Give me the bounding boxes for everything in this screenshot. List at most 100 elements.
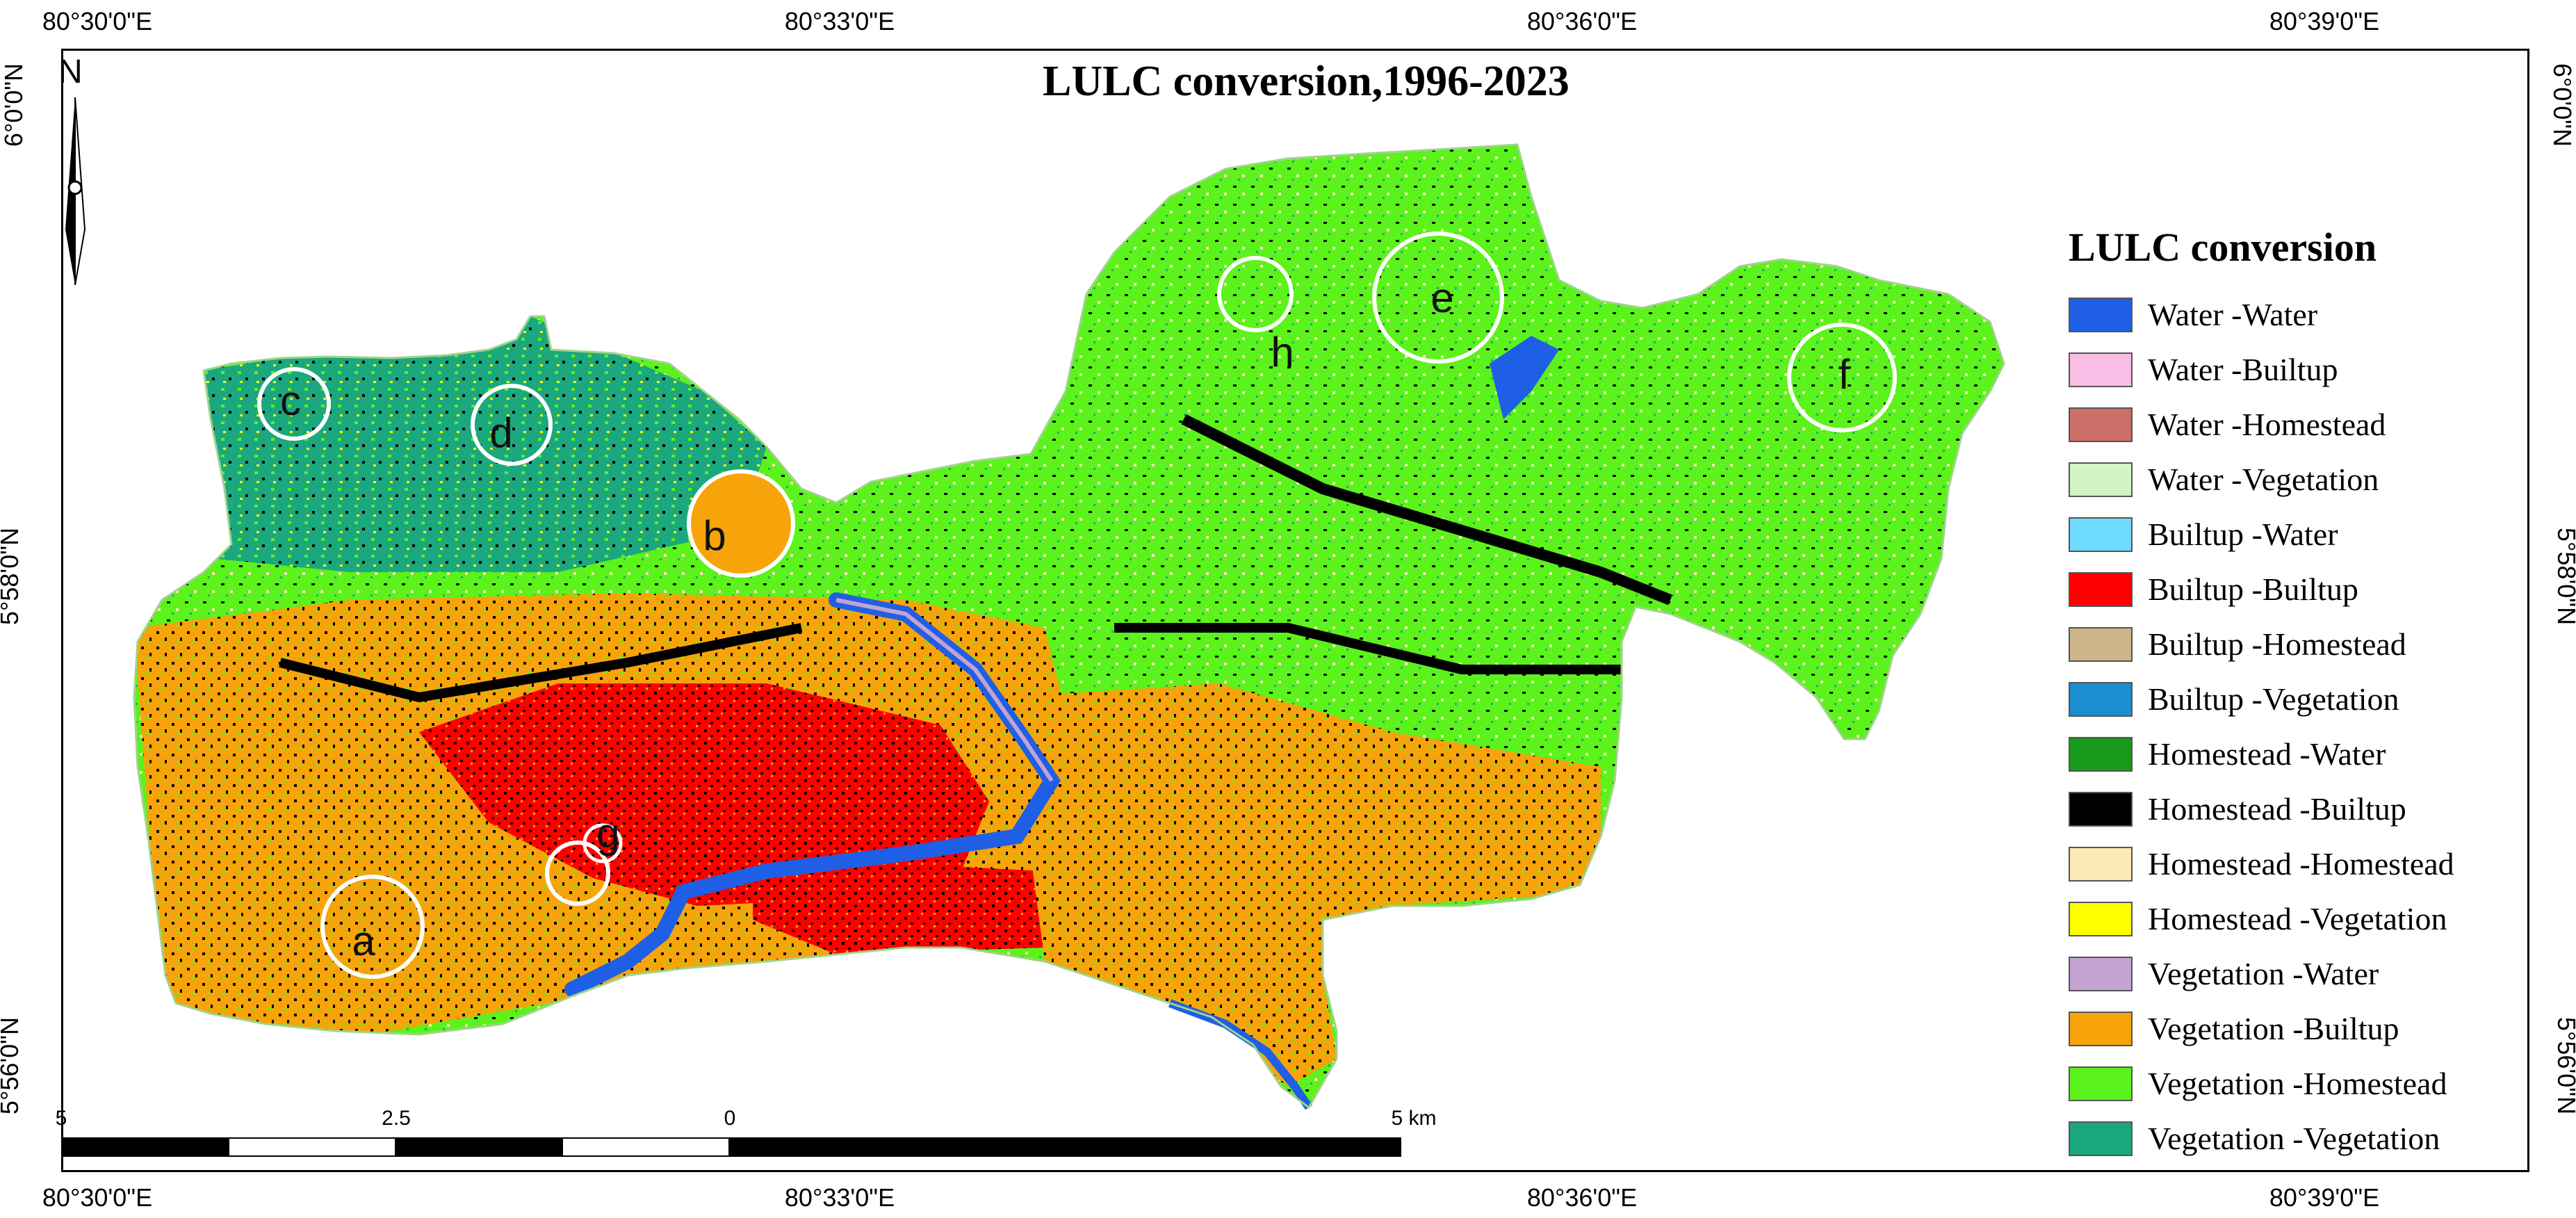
legend-label: Builtup -Water xyxy=(2148,517,2338,552)
homestead-builtup-vein-1 xyxy=(1181,414,1672,606)
map-frame: a b c d e f g h xyxy=(61,49,2529,1172)
legend-item: Vegetation -Vegetation xyxy=(2069,1111,2454,1166)
coord-left-3: 5°56'0"N xyxy=(0,1016,24,1115)
legend-swatch xyxy=(2069,517,2133,552)
legend-swatch xyxy=(2069,736,2133,772)
river-bank xyxy=(835,598,1054,782)
legend-swatch xyxy=(2069,297,2133,332)
legend-label: Homestead -Vegetation xyxy=(2148,901,2447,936)
homestead-builtup-vein-3 xyxy=(279,623,803,703)
site-circle-c xyxy=(257,367,331,441)
legend-swatch xyxy=(2069,352,2133,387)
legend-item: Homestead -Vegetation xyxy=(2069,891,2454,946)
legend-label: Vegetation -Vegetation xyxy=(2148,1121,2440,1156)
legend-item: Water -Homestead xyxy=(2069,397,2454,452)
legend-label: Builtup -Homestead xyxy=(2148,626,2406,662)
north-arrow-icon xyxy=(65,97,86,285)
legend-item: Builtup -Homestead xyxy=(2069,617,2454,672)
legend-label: Vegetation -Builtup xyxy=(2148,1011,2399,1046)
coord-left-2: 5°58'0"N xyxy=(0,527,24,626)
legend-item: Water -Water xyxy=(2069,287,2454,342)
legend-label: Water -Vegetation xyxy=(2148,462,2379,497)
scale-label-5km: 5 km xyxy=(1391,1107,1437,1130)
site-circle-g xyxy=(545,841,610,906)
site-circle-f xyxy=(1787,323,1897,432)
legend-label: Water -Water xyxy=(2148,297,2318,332)
site-label-f: f xyxy=(1839,351,1850,398)
site-label-h: h xyxy=(1271,329,1294,375)
site-circle-g-small xyxy=(582,823,623,863)
site-label-b: b xyxy=(703,512,726,559)
legend-swatch xyxy=(2069,681,2133,717)
legend-label: Homestead -Homestead xyxy=(2148,846,2454,882)
legend-title: LULC conversion xyxy=(2069,225,2377,270)
legend-label: Vegetation -Homestead xyxy=(2148,1066,2447,1101)
homestead-builtup-vein-2 xyxy=(1114,623,1622,674)
river-mouth xyxy=(1168,999,1312,1110)
north-arrow-label: N xyxy=(58,54,83,90)
legend-swatch xyxy=(2069,956,2133,991)
legend-item: Water -Vegetation xyxy=(2069,452,2454,507)
legend-label: Builtup -Builtup xyxy=(2148,571,2358,607)
coord-right-3: 5°56'0"N xyxy=(2552,1016,2576,1115)
legend-item: Homestead -Builtup xyxy=(2069,781,2454,836)
builtup-builtup-south xyxy=(753,857,1114,955)
legend-item: Builtup -Builtup xyxy=(2069,562,2454,617)
coord-top-4: 80°39'0"E xyxy=(2269,7,2380,35)
map-title: LULC conversion,1996-2023 xyxy=(1043,58,1570,105)
legend-swatch xyxy=(2069,791,2133,827)
legend-swatch xyxy=(2069,571,2133,607)
site-label-a: a xyxy=(352,918,375,964)
legend-swatch xyxy=(2069,846,2133,882)
coord-right-2: 5°58'0"N xyxy=(2552,527,2576,626)
site-label-e: e xyxy=(1430,275,1453,321)
legend-swatch xyxy=(2069,1121,2133,1156)
site-label-c: c xyxy=(280,377,301,424)
legend-item: Homestead -Water xyxy=(2069,726,2454,781)
scale-bar xyxy=(61,1137,1401,1157)
coord-top-3: 80°36'0"E xyxy=(1526,7,1638,35)
site-label-g: g xyxy=(596,810,619,856)
legend-swatch xyxy=(2069,1011,2133,1046)
legend-label: Homestead -Water xyxy=(2148,736,2386,772)
builtup-builtup-core xyxy=(419,683,989,906)
site-circle-a xyxy=(320,875,425,979)
legend-label: Vegetation -Water xyxy=(2148,956,2379,991)
legend-label: Water -Builtup xyxy=(2148,352,2338,387)
legend-swatch xyxy=(2069,626,2133,662)
legend-item: Homestead -Homestead xyxy=(2069,836,2454,891)
scale-label-5-left: 5 xyxy=(55,1107,67,1130)
legend-item: Builtup -Vegetation xyxy=(2069,672,2454,726)
legend-item: Vegetation -Homestead xyxy=(2069,1056,2454,1111)
legend-item: Vegetation -Builtup xyxy=(2069,1001,2454,1056)
site-circle-h xyxy=(1217,256,1294,332)
legend: LULC conversion Water -Water Water -Built… xyxy=(2069,224,2454,1166)
site-circle-e xyxy=(1372,232,1504,364)
site-circle-b xyxy=(687,469,795,578)
legend-item: Vegetation -Water xyxy=(2069,946,2454,1001)
water-body-ne xyxy=(1490,336,1559,419)
orange-patch-b xyxy=(689,471,793,576)
coord-left-1: 6°0'0"N xyxy=(0,63,28,147)
scale-label-2-5: 2.5 xyxy=(382,1107,411,1130)
coord-bottom-4: 80°39'0"E xyxy=(2269,1183,2380,1212)
lulc-map: a b c d e f g h xyxy=(133,143,2005,1110)
legend-swatch xyxy=(2069,407,2133,442)
scale-label-0: 0 xyxy=(724,1107,736,1130)
coord-right-1: 6°0'0"N xyxy=(2548,63,2576,147)
legend-item: Builtup -Water xyxy=(2069,507,2454,562)
legend-label: Builtup -Vegetation xyxy=(2148,681,2399,717)
legend-swatch xyxy=(2069,901,2133,936)
legend-item: Water -Builtup xyxy=(2069,342,2454,397)
legend-swatch xyxy=(2069,462,2133,497)
vegetation-vegetation-area xyxy=(204,316,767,572)
coord-top-2: 80°33'0"E xyxy=(784,7,895,35)
coord-bottom-1: 80°30'0"E xyxy=(42,1183,153,1212)
site-label-d: d xyxy=(489,409,512,456)
legend-label: Homestead -Builtup xyxy=(2148,791,2406,827)
coord-bottom-3: 80°36'0"E xyxy=(1526,1183,1638,1212)
site-circle-d xyxy=(471,384,553,466)
legend-swatch xyxy=(2069,1066,2133,1101)
vegetation-builtup-southeast xyxy=(1010,683,1601,1087)
coord-top-1: 80°30'0"E xyxy=(42,7,153,35)
